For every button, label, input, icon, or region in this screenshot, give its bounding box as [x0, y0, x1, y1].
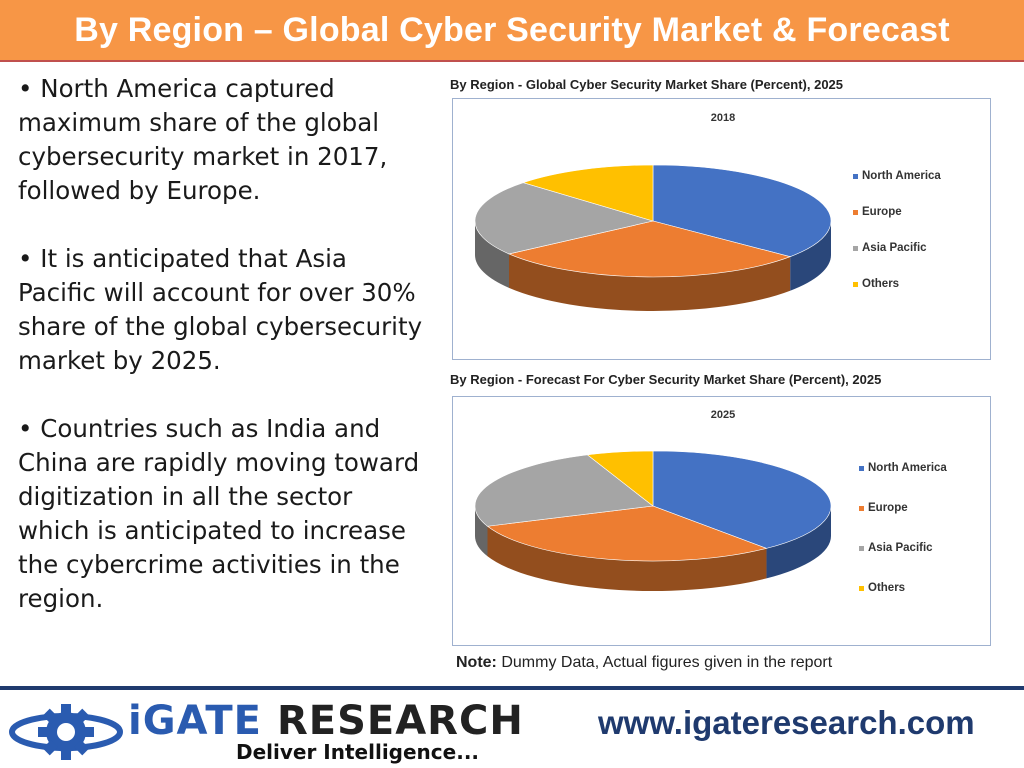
pie-chart-svg: 2025 North America Europe Asia Pacific Other… — [474, 409, 947, 594]
pie-slice-north-america — [652, 164, 832, 258]
gear-icon — [9, 704, 123, 760]
note: Note: Dummy Data, Actual figures given i… — [456, 654, 832, 672]
legend-swatch — [859, 466, 864, 471]
legend-label: Europe — [868, 502, 908, 514]
legend-swatch — [859, 586, 864, 591]
logo-wordmark: iGATE RESEARCH — [128, 698, 524, 744]
bullet-item: • North America captured maximum share o… — [18, 74, 388, 205]
website-link[interactable]: www.igateresearch.com — [598, 704, 975, 741]
pie-slice-side — [487, 526, 767, 591]
legend-label: Others — [862, 278, 899, 290]
pie-slice-side — [508, 253, 791, 311]
pie-slice-europe — [486, 505, 768, 562]
pie-slice-north-america — [652, 450, 832, 549]
legend-label: Others — [868, 582, 905, 594]
pie-slice-others — [522, 164, 654, 222]
pie-slice-asia-pacific — [474, 454, 654, 527]
legend-swatch — [859, 506, 864, 511]
footer-divider — [0, 686, 1024, 690]
legend-label: North America — [862, 170, 941, 182]
logo-accent: iGATE — [128, 698, 263, 744]
bullet-item: • It is anticipated that Asia Pacific wi… — [18, 244, 423, 375]
legend-label: Asia Pacific — [868, 542, 933, 554]
legend-label: Asia Pacific — [862, 242, 927, 254]
logo-rest: RESEARCH — [262, 698, 524, 744]
pie-chart-2025: 2025 North America Europe Asia Pacific Other… — [452, 396, 991, 646]
chart-title: 2025 — [711, 409, 735, 421]
pie-slice-side — [766, 506, 831, 579]
legend-swatch — [853, 174, 858, 179]
logo-tagline: Deliver Intelligence... — [236, 740, 480, 764]
pie-slice-side — [790, 221, 831, 291]
bullet-item: • Countries such as India and China are … — [18, 414, 420, 613]
bullet-list: • North America captured maximum share o… — [18, 72, 428, 650]
chart-caption: By Region - Forecast For Cyber Security … — [450, 372, 882, 387]
legend-swatch — [859, 546, 864, 551]
legend-swatch — [853, 210, 858, 215]
legend-label: North America — [868, 462, 947, 474]
logo: iGATE RESEARCH Deliver Intelligence... — [8, 696, 568, 766]
pie-slice-side — [475, 221, 509, 288]
legend-label: Europe — [862, 206, 902, 218]
note-label: Note: — [456, 654, 497, 671]
pie-chart-svg: 2018 North America Europe Asia Pacific Other… — [474, 112, 941, 311]
page-title: By Region – Global Cyber Security Market… — [74, 10, 950, 49]
legend-swatch — [853, 282, 858, 287]
legend-swatch — [853, 246, 858, 251]
chart-title: 2018 — [711, 112, 735, 124]
pie-slice-others — [586, 450, 654, 507]
note-text: Dummy Data, Actual figures given in the … — [496, 654, 833, 671]
chart-caption: By Region - Global Cyber Security Market… — [450, 77, 844, 92]
pie-chart-2018: 2018 North America Europe Asia Pacific Other… — [452, 98, 991, 360]
title-bar: By Region – Global Cyber Security Market… — [0, 0, 1024, 62]
pie-slice-side — [475, 506, 488, 557]
pie-slice-europe — [508, 220, 792, 278]
pie-slice-asia-pacific — [474, 182, 655, 255]
